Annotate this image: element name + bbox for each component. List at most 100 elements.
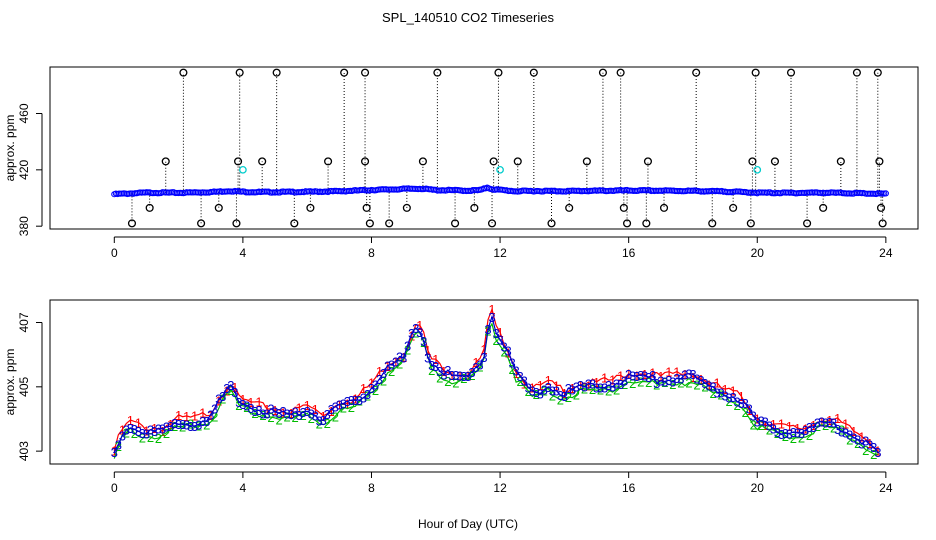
x-tick-label: 0 bbox=[111, 246, 118, 260]
series-3-marker: 3 bbox=[456, 369, 463, 384]
series-3-marker: 3 bbox=[830, 415, 837, 430]
series-2-marker: 2 bbox=[693, 377, 700, 392]
cyan-point bbox=[239, 165, 247, 174]
series-1-marker: 1 bbox=[834, 411, 841, 426]
series-3-marker: 3 bbox=[235, 395, 242, 410]
series-1-marker: 1 bbox=[279, 405, 286, 420]
series-1-marker: 1 bbox=[585, 378, 592, 393]
series-3-marker: 3 bbox=[870, 440, 877, 455]
series-1-marker: 1 bbox=[778, 417, 785, 432]
series-1-marker: 1 bbox=[135, 415, 142, 430]
series-3-marker: 3 bbox=[665, 373, 672, 388]
series-3-marker: 3 bbox=[742, 396, 749, 411]
series-3-marker: 3 bbox=[565, 381, 572, 396]
series-3-marker: 3 bbox=[287, 407, 294, 422]
series-3-marker: 3 bbox=[296, 408, 303, 423]
series-1-marker: 1 bbox=[440, 364, 447, 379]
series-3-marker: 3 bbox=[259, 407, 266, 422]
series-3-marker: 3 bbox=[569, 382, 576, 397]
series-3-marker: 3 bbox=[304, 404, 311, 419]
series-3-marker: 3 bbox=[464, 369, 471, 384]
series-2-marker: 2 bbox=[726, 394, 733, 409]
spike-low-point bbox=[127, 219, 137, 228]
spike-high-point bbox=[340, 68, 349, 77]
series-1-marker: 1 bbox=[866, 436, 873, 451]
series-3-marker: 3 bbox=[223, 381, 230, 396]
series-3-marker: 3 bbox=[171, 416, 178, 431]
series-2-marker: 2 bbox=[163, 426, 170, 441]
x-axis-label: Hour of Day (UTC) bbox=[418, 517, 518, 531]
x-tick-label: 12 bbox=[493, 481, 507, 495]
series-1-marker: 1 bbox=[480, 342, 487, 357]
series-3-marker: 3 bbox=[352, 393, 359, 408]
series-2-marker: 2 bbox=[492, 333, 499, 348]
spike-mid-point bbox=[361, 157, 370, 166]
series-2-marker: 2 bbox=[324, 416, 331, 431]
series-3-marker: 3 bbox=[231, 385, 238, 400]
series-1-marker: 1 bbox=[472, 355, 479, 370]
series-2-marker: 2 bbox=[637, 375, 644, 390]
series-2-marker: 2 bbox=[766, 422, 773, 437]
series-1-marker: 1 bbox=[770, 417, 777, 432]
series-3-marker: 3 bbox=[766, 418, 773, 433]
spike-high-point bbox=[873, 68, 882, 77]
series-2-marker: 2 bbox=[605, 383, 612, 398]
series-1-marker: 1 bbox=[593, 375, 600, 390]
series-3-marker: 3 bbox=[384, 358, 391, 373]
series-3-marker: 3 bbox=[577, 378, 584, 393]
series-1-marker: 1 bbox=[657, 369, 664, 384]
series-2-marker: 2 bbox=[131, 426, 138, 441]
series-3-marker: 3 bbox=[436, 364, 443, 379]
series-3-marker: 3 bbox=[609, 380, 616, 395]
series-3-marker: 3 bbox=[589, 377, 596, 392]
spike-high-point bbox=[751, 68, 760, 77]
spike-high-point bbox=[433, 68, 442, 77]
series-2-marker: 2 bbox=[308, 411, 315, 426]
x-tick-label: 24 bbox=[879, 481, 893, 495]
series-1-marker: 1 bbox=[223, 383, 230, 398]
series-3-marker: 3 bbox=[183, 417, 190, 432]
series-1-marker: 1 bbox=[553, 378, 560, 393]
series-2-marker: 2 bbox=[565, 390, 572, 405]
spike-low-point bbox=[708, 219, 717, 228]
series-1-marker: 1 bbox=[689, 370, 696, 385]
series-2-marker: 2 bbox=[677, 375, 684, 390]
series-2-marker: 2 bbox=[774, 426, 781, 441]
series-3-marker: 3 bbox=[790, 425, 797, 440]
series-3-marker: 3 bbox=[814, 415, 821, 430]
spike-low-point bbox=[487, 219, 497, 228]
series-2-marker: 2 bbox=[621, 377, 628, 392]
series-2-marker: 2 bbox=[661, 375, 668, 390]
series-1-marker: 1 bbox=[794, 421, 801, 436]
spike-low-point bbox=[642, 219, 651, 228]
series-3-marker: 3 bbox=[203, 414, 210, 429]
series-2-marker: 2 bbox=[155, 431, 162, 446]
series-3-marker: 3 bbox=[480, 350, 487, 365]
series-3-marker: 3 bbox=[496, 333, 503, 348]
spike-low-point bbox=[385, 219, 394, 228]
base-point bbox=[882, 190, 889, 197]
series-3-marker: 3 bbox=[187, 419, 194, 434]
series-2-marker: 2 bbox=[356, 393, 363, 408]
series-3-marker: 3 bbox=[597, 381, 604, 396]
series-3-marker: 3 bbox=[368, 381, 375, 396]
series-2-marker: 2 bbox=[846, 432, 853, 447]
series-3-marker: 3 bbox=[774, 425, 781, 440]
series-3-marker: 3 bbox=[143, 426, 150, 441]
series-2-marker: 2 bbox=[380, 374, 387, 389]
series-3-marker: 3 bbox=[179, 417, 186, 432]
series-3-marker: 3 bbox=[557, 388, 564, 403]
series-2-marker: 2 bbox=[235, 398, 242, 413]
series-3-marker: 3 bbox=[115, 437, 122, 452]
series-3-marker: 3 bbox=[726, 391, 733, 406]
series-3-marker: 3 bbox=[111, 445, 118, 460]
spike-high-point bbox=[179, 68, 188, 77]
series-2-marker: 2 bbox=[557, 393, 564, 408]
series-3-marker: 3 bbox=[874, 445, 881, 460]
spike-low-point bbox=[547, 219, 556, 228]
series-3-marker: 3 bbox=[432, 359, 439, 374]
series-3-marker: 3 bbox=[444, 363, 451, 378]
series-1-marker: 1 bbox=[183, 409, 190, 424]
spike-mid-point bbox=[513, 157, 522, 166]
series-1-marker: 1 bbox=[376, 364, 383, 379]
